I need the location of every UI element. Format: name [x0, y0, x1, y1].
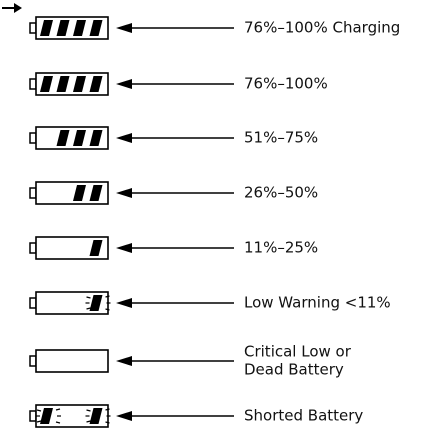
battery-body	[35, 72, 109, 96]
battery-nub	[29, 187, 37, 199]
battery-body	[35, 181, 109, 205]
pointer-head	[116, 411, 132, 421]
flash-mark	[55, 421, 61, 424]
pointer-head	[116, 133, 132, 143]
charge-bar	[56, 20, 70, 36]
battery-nub	[29, 410, 37, 422]
pointer-head	[116, 298, 132, 308]
flash-mark	[86, 409, 91, 412]
status-label: Low Warning <11%	[244, 294, 391, 312]
charge-bar	[40, 408, 53, 424]
battery-row: 26%–50%	[29, 181, 318, 205]
battery-nub	[29, 297, 37, 309]
flash-mark	[105, 421, 110, 424]
status-label: Shorted Battery	[244, 407, 363, 425]
pointer-head	[116, 79, 132, 89]
charge-bar	[73, 185, 86, 201]
pointer-head	[116, 188, 132, 198]
charge-bar	[73, 76, 86, 92]
charge-bar	[89, 20, 103, 36]
status-label: 76%–100%	[244, 75, 328, 93]
battery-nub	[29, 355, 37, 367]
flash-mark	[36, 409, 42, 412]
charge-bar	[89, 185, 103, 201]
pointer-head	[116, 23, 132, 33]
status-label: Dead Battery	[244, 361, 344, 379]
battery-body	[35, 16, 109, 40]
battery-nub	[29, 132, 37, 144]
flash-mark	[86, 307, 91, 310]
flash-mark	[105, 308, 110, 311]
pointer-head	[116, 243, 132, 253]
charge-bar	[73, 20, 86, 36]
flash-mark	[86, 296, 91, 299]
battery-row: 76%–100%	[29, 72, 328, 96]
pointer-head	[116, 356, 132, 366]
status-label: 51%–75%	[244, 129, 318, 147]
battery-row: 76%–100% Charging	[29, 16, 400, 40]
charge-bar	[89, 295, 103, 311]
charge-bar	[56, 130, 70, 146]
charge-bar	[40, 20, 53, 36]
status-label: 11%–25%	[244, 239, 318, 257]
charge-bar	[89, 240, 103, 256]
charge-bar	[89, 130, 103, 146]
charge-bar	[40, 76, 53, 92]
battery-nub	[29, 22, 37, 34]
flash-mark	[105, 408, 110, 411]
status-label: 76%–100% Charging	[244, 19, 400, 37]
status-label: Critical Low or	[244, 343, 352, 361]
battery-nub	[29, 78, 37, 90]
flash-mark	[36, 420, 42, 423]
flash-mark	[86, 420, 91, 423]
charge-bar	[89, 408, 103, 424]
flash-mark	[105, 295, 110, 298]
charge-bar	[89, 76, 103, 92]
charging-arrow	[2, 3, 22, 13]
charge-bar	[73, 130, 86, 146]
battery-body	[35, 236, 109, 260]
battery-row: Low Warning <11%	[29, 291, 391, 315]
status-label: 26%–50%	[244, 184, 318, 202]
battery-row: Shorted Battery	[29, 404, 363, 428]
flash-mark	[55, 408, 61, 411]
battery-body	[35, 349, 109, 373]
battery-nub	[29, 242, 37, 254]
charge-bar	[56, 76, 70, 92]
battery-row: 51%–75%	[29, 126, 318, 150]
battery-row: 11%–25%	[29, 236, 318, 260]
battery-body	[35, 126, 109, 150]
